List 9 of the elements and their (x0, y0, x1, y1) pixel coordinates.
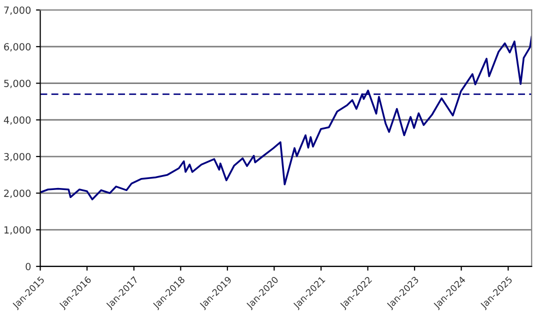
y-tick-label: 6,000 (4, 43, 31, 52)
y-tick-label: 3,000 (4, 152, 31, 162)
y-tick-label: 4,000 (4, 116, 31, 125)
y-tick-label: 1,000 (4, 226, 31, 235)
y-tick-label: 0 (26, 262, 31, 270)
line-series (40, 36, 532, 200)
y-tick-label: 2,000 (4, 190, 31, 198)
y-tick-label: 5,000 (4, 80, 31, 88)
y-tick-label: 7,000 (4, 6, 31, 15)
